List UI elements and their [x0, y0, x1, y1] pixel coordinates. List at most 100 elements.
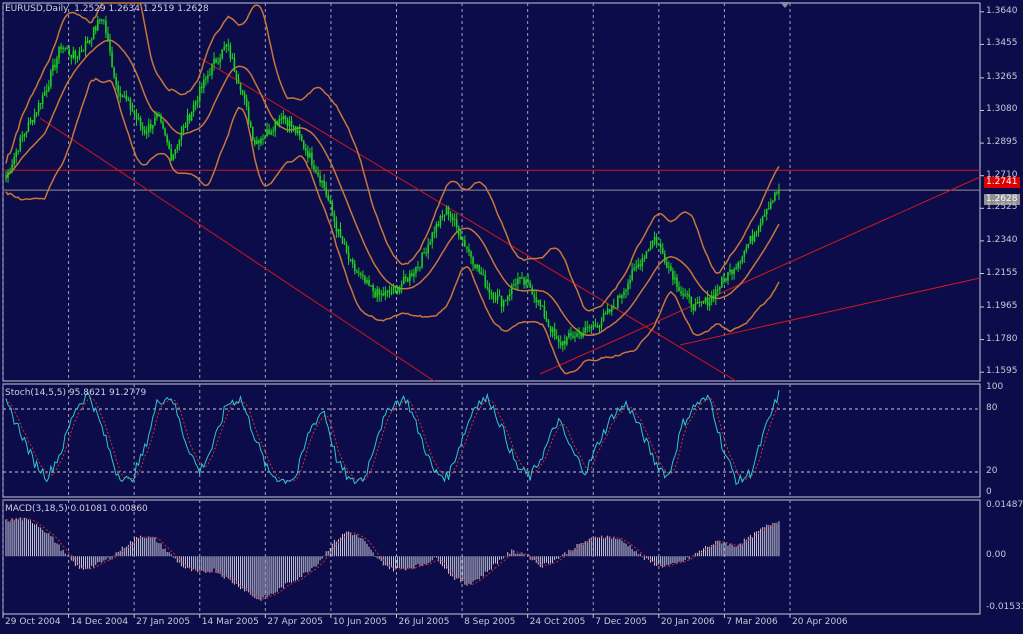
candle-body [765, 208, 768, 215]
time-axis-label: 10 Jun 2005 [332, 617, 388, 627]
candle-body [80, 51, 83, 53]
candle-body [152, 125, 154, 129]
candle-body [770, 202, 772, 209]
trend-line[interactable] [199, 57, 737, 382]
candle-body [276, 121, 279, 125]
candle-body [767, 208, 770, 210]
candle-body [33, 113, 36, 123]
candle-body [676, 277, 678, 288]
shift-marker-icon[interactable] [780, 2, 790, 8]
candle-body [731, 269, 733, 275]
candle-body [27, 122, 30, 132]
candle-body [582, 332, 584, 337]
candle-body [492, 293, 495, 300]
price-axis-label: 1.2525 [986, 202, 1018, 213]
candle-body [643, 258, 646, 260]
candle-body [327, 194, 330, 200]
candle-body [698, 301, 701, 303]
candle-body [251, 127, 254, 141]
candle-body [774, 192, 776, 201]
candle-body [423, 252, 425, 254]
candle-body [649, 247, 652, 250]
candle-body [139, 118, 142, 127]
candle-body [457, 226, 460, 237]
candle-body [700, 301, 703, 303]
candle-body [727, 272, 729, 281]
candle-body [411, 273, 413, 277]
candle-body [125, 95, 128, 100]
candle-body [192, 104, 195, 112]
candle-body [415, 267, 417, 274]
candle-body [68, 48, 71, 55]
candle-body [337, 229, 340, 232]
candle-body [5, 177, 7, 179]
candle-body [115, 76, 117, 85]
candle-body [464, 240, 466, 247]
candle-body [480, 271, 482, 275]
candle-body [737, 262, 739, 268]
candle-body [219, 58, 221, 63]
candle-body [723, 277, 725, 279]
price-axis-label: 1.2155 [986, 267, 1018, 278]
candle-body [121, 95, 124, 97]
candle-body [66, 48, 68, 50]
candle-body [753, 233, 756, 242]
candle-body [99, 19, 101, 21]
stoch-panel-header: Stoch(14,5,5) 95.8621 91.2779 [5, 388, 147, 398]
candle-body [580, 332, 582, 337]
candle-body [111, 51, 113, 68]
candle-body [288, 120, 291, 127]
candle-body [502, 300, 505, 307]
time-axis-label: 24 Oct 2005 [529, 617, 586, 627]
candle-body [466, 246, 468, 249]
candle-body [453, 219, 456, 221]
candle-body [31, 120, 34, 123]
candle-body [735, 267, 737, 270]
candle-body [74, 50, 77, 58]
candle-body [553, 328, 556, 337]
candle-body [323, 180, 325, 188]
trend-line[interactable] [679, 277, 981, 346]
candle-body [286, 119, 289, 127]
candle-body [513, 284, 515, 286]
candle-body [427, 244, 429, 254]
candle-body [11, 164, 13, 172]
candle-body [606, 309, 609, 314]
candle-body [260, 138, 262, 144]
candle-body [254, 140, 256, 145]
candle-body [56, 58, 58, 68]
candle-body [380, 293, 383, 295]
candle-body [62, 47, 64, 50]
candle-body [647, 249, 650, 252]
candle-body [205, 78, 207, 80]
candle-body [714, 289, 717, 299]
trend-line[interactable] [39, 117, 435, 382]
candle-body [543, 306, 546, 318]
candle-body [678, 287, 680, 292]
candle-body [188, 114, 191, 121]
candle-body [307, 150, 309, 158]
price-axis-label: 1.2710 [986, 169, 1018, 180]
candle-body [604, 313, 607, 315]
candle-body [258, 140, 260, 144]
candle-body [610, 305, 613, 313]
candle-body [162, 121, 164, 129]
candle-body [692, 306, 695, 311]
candle-body [598, 325, 601, 328]
price-axis-label: 1.3080 [986, 104, 1018, 115]
candle-body [15, 151, 17, 158]
candle-body [58, 46, 60, 59]
candle-body [325, 187, 327, 195]
candle-body [449, 214, 452, 217]
candle-body [525, 279, 527, 285]
candle-body [641, 258, 644, 267]
candle-body [311, 152, 313, 166]
candle-body [343, 243, 346, 245]
candle-body [84, 41, 87, 51]
candle-body [596, 325, 599, 328]
candle-body [64, 47, 66, 49]
candle-body [710, 295, 713, 302]
trend-line[interactable] [539, 176, 981, 375]
